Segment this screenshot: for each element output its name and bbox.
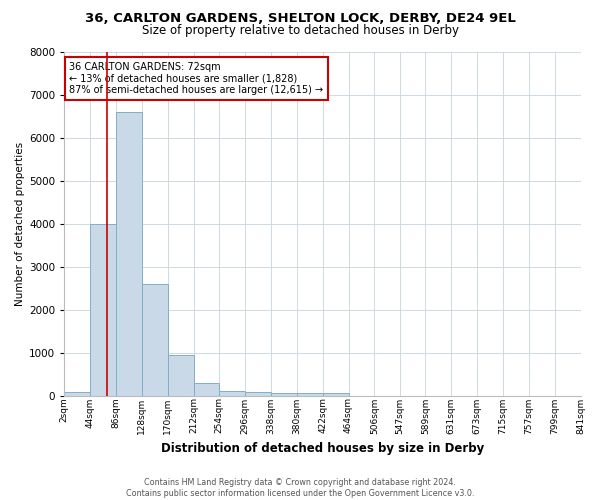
Bar — [194, 383, 220, 396]
Bar — [167, 355, 194, 396]
Bar — [245, 392, 271, 396]
Bar — [142, 284, 167, 396]
Text: 36, CARLTON GARDENS, SHELTON LOCK, DERBY, DE24 9EL: 36, CARLTON GARDENS, SHELTON LOCK, DERBY… — [85, 12, 515, 26]
Bar — [90, 224, 116, 396]
Bar — [220, 390, 245, 396]
Y-axis label: Number of detached properties: Number of detached properties — [15, 142, 25, 306]
Text: Size of property relative to detached houses in Derby: Size of property relative to detached ho… — [142, 24, 458, 37]
Bar — [271, 392, 297, 396]
Bar — [297, 394, 323, 396]
Bar — [64, 392, 90, 396]
Bar — [116, 112, 142, 396]
Bar — [323, 394, 349, 396]
Text: 36 CARLTON GARDENS: 72sqm
← 13% of detached houses are smaller (1,828)
87% of se: 36 CARLTON GARDENS: 72sqm ← 13% of detac… — [70, 62, 323, 95]
X-axis label: Distribution of detached houses by size in Derby: Distribution of detached houses by size … — [161, 442, 484, 455]
Text: Contains HM Land Registry data © Crown copyright and database right 2024.
Contai: Contains HM Land Registry data © Crown c… — [126, 478, 474, 498]
